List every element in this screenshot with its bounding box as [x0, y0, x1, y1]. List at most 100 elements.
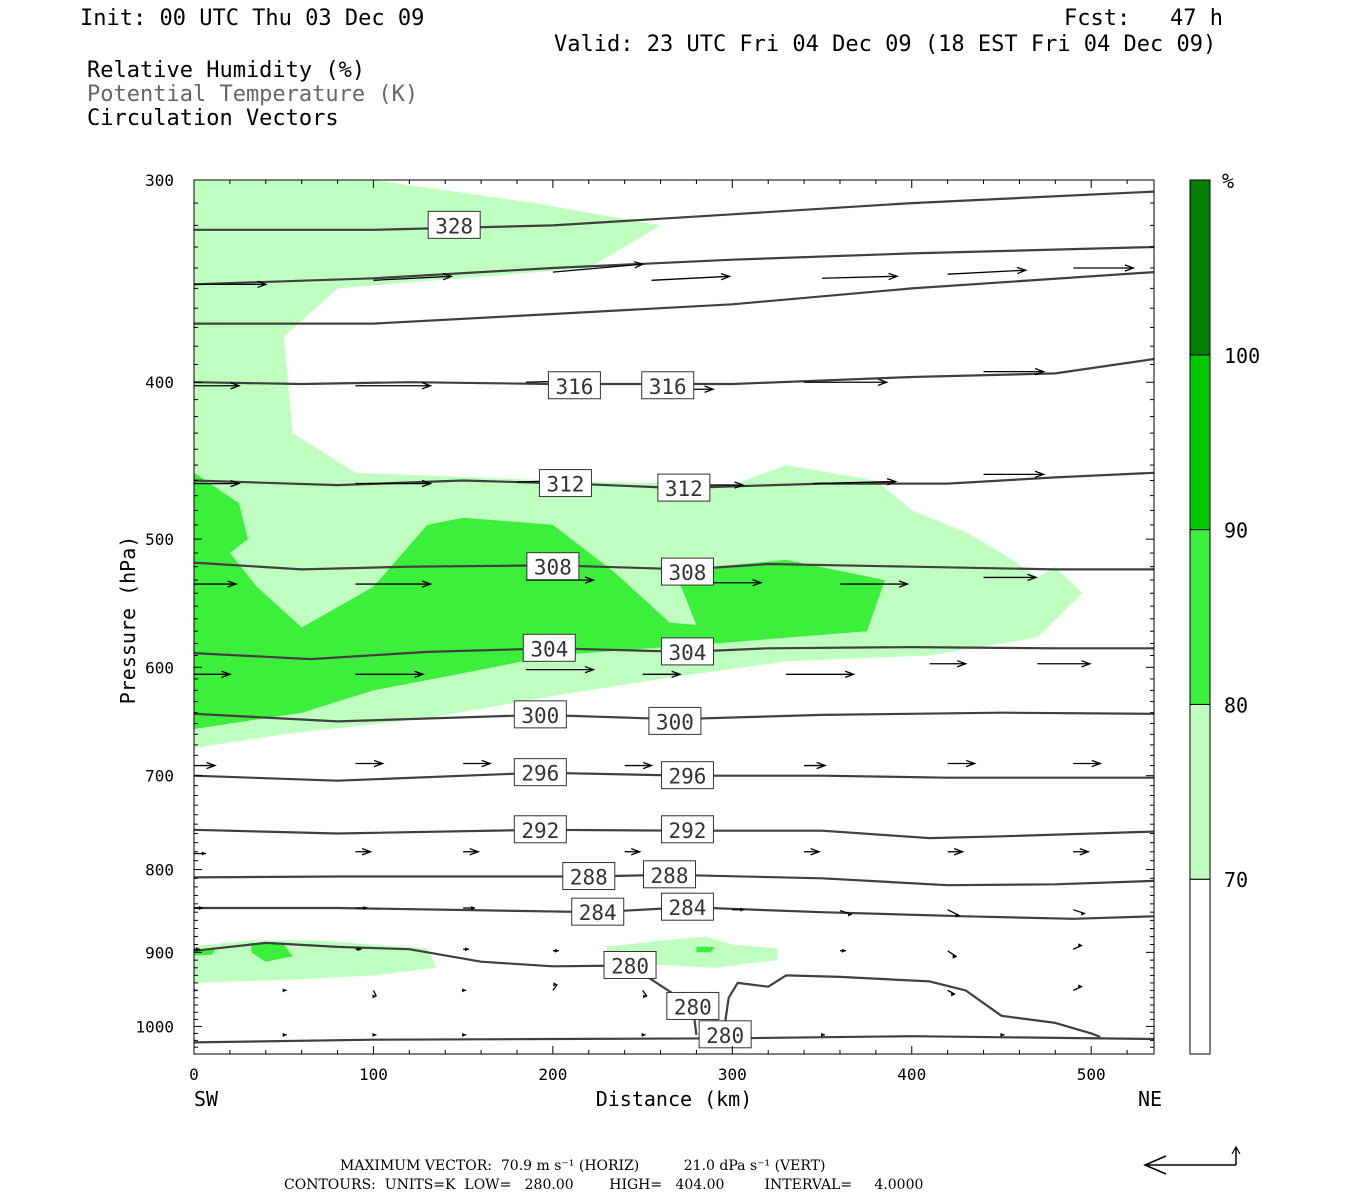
- vector-head: [888, 272, 899, 281]
- vector-head: [206, 761, 217, 770]
- contour-label-box: [538, 469, 592, 498]
- vector-shaft: [651, 275, 730, 281]
- vector-shaft: [372, 990, 378, 997]
- vector-arrow: [552, 261, 645, 273]
- vector-head: [957, 660, 968, 668]
- y-tick-label: 1000: [135, 1017, 174, 1036]
- vector-arrow: [194, 906, 203, 911]
- vector-shaft: [642, 989, 648, 997]
- contour-label-box: [666, 991, 720, 1020]
- vector-head: [421, 382, 433, 390]
- vector-head: [282, 1032, 287, 1037]
- vector-arrow: [372, 990, 378, 999]
- colorbar-unit: %: [1222, 169, 1234, 193]
- contour-label-text: 308: [534, 556, 572, 580]
- vector-head: [442, 273, 454, 281]
- contour-label-box: [547, 371, 601, 400]
- vector-arrow: [839, 580, 910, 588]
- contour-label-text: 316: [649, 375, 687, 399]
- vector-head: [282, 988, 287, 993]
- contour-label-text: 288: [651, 864, 689, 888]
- contour-label-box: [562, 862, 616, 891]
- vector-shaft: [947, 269, 1026, 275]
- vector-head: [584, 665, 596, 674]
- y-tick-label: 800: [145, 861, 174, 880]
- x-tick-label: 500: [1077, 1065, 1106, 1084]
- contour-label-box: [526, 552, 580, 581]
- x-end-label-left: SW: [194, 1087, 219, 1111]
- colorbar-segment: [1189, 529, 1211, 705]
- field-rh: Relative Humidity (%): [87, 58, 366, 83]
- y-axis-label: Pressure (hPa): [116, 536, 140, 705]
- vector-arrow: [947, 950, 958, 959]
- vector-arrow: [732, 907, 745, 912]
- contour-label-text: 296: [668, 765, 706, 789]
- plot-frame: [193, 179, 1155, 1055]
- forecast-hour: Fcst: 47 h: [1064, 6, 1223, 31]
- vector-head: [844, 670, 856, 678]
- theta-contour-320-2: [194, 271, 1154, 325]
- vector-arrow: [983, 367, 1046, 376]
- vector-arrow: [983, 573, 1038, 582]
- vector-arrow: [624, 761, 654, 770]
- contour-label-text: 288: [570, 866, 608, 890]
- vector-arrow: [1073, 264, 1136, 272]
- vector-shaft: [373, 275, 452, 281]
- vector-arrow: [947, 848, 965, 856]
- contour-label-288: 288: [562, 862, 616, 891]
- contour-label-text: 304: [668, 641, 706, 665]
- contour-label-box: [513, 758, 567, 787]
- contour-label-box: [571, 897, 625, 926]
- contour-label-box: [513, 815, 567, 844]
- contour-label-box: [698, 1020, 752, 1049]
- colorbar-label: 80: [1224, 693, 1248, 717]
- contour-label-text: 328: [435, 214, 473, 238]
- vector-head: [421, 479, 433, 488]
- colorbar-segment: [1189, 878, 1211, 1055]
- vector-arrow: [373, 273, 454, 281]
- vector-arrow: [1073, 909, 1086, 916]
- vector-arrow: [947, 759, 977, 768]
- vector-arrow: [355, 580, 433, 588]
- vector-arrow: [282, 988, 287, 993]
- vector-arrow: [641, 1032, 646, 1037]
- colorbar-segment: [1189, 354, 1211, 531]
- contour-label-text: 308: [668, 561, 706, 585]
- contour-label-box: [603, 951, 657, 980]
- vector-head: [1124, 264, 1136, 272]
- contour-label-300: 300: [648, 706, 702, 735]
- contour-label-296: 296: [513, 758, 567, 787]
- contour-label-308: 308: [660, 557, 714, 586]
- field-vectors: Circulation Vectors: [87, 106, 339, 131]
- vector-head: [953, 848, 965, 856]
- colorbar-label: 100: [1224, 344, 1260, 368]
- vector-arrow: [462, 988, 467, 993]
- contour-label-300: 300: [513, 700, 567, 729]
- vector-arrow: [355, 848, 373, 856]
- vector-arrow: [194, 280, 268, 289]
- vector-head: [584, 576, 596, 584]
- contour-label-box: [641, 371, 695, 400]
- vector-head: [886, 478, 898, 486]
- vector-head: [465, 947, 470, 952]
- vector-arrow: [282, 1032, 287, 1037]
- contour-label-box: [660, 892, 714, 921]
- vector-head: [554, 948, 559, 953]
- contour-label-box: [513, 700, 567, 729]
- vector-arrow: [194, 670, 232, 678]
- vector-arrow: [1037, 660, 1092, 668]
- contour-labels: 328 316 316 312 312 308 308 304 304 300 300 296 296 2…: [427, 210, 752, 1049]
- vector-arrow: [947, 989, 956, 997]
- rh-region-80-1: [194, 472, 885, 729]
- vector-head: [199, 906, 203, 911]
- contour-label-312: 312: [538, 469, 592, 498]
- contour-label-text: 312: [546, 473, 584, 497]
- vector-arrow: [839, 909, 853, 917]
- vector-arrow: [822, 272, 899, 281]
- vector-arrow: [194, 580, 238, 588]
- field-theta: Potential Temperature (K): [87, 82, 419, 107]
- vector-arrow: [525, 665, 596, 674]
- contour-label-308: 308: [526, 552, 580, 581]
- vector-head: [630, 848, 642, 856]
- vector-head: [357, 947, 362, 952]
